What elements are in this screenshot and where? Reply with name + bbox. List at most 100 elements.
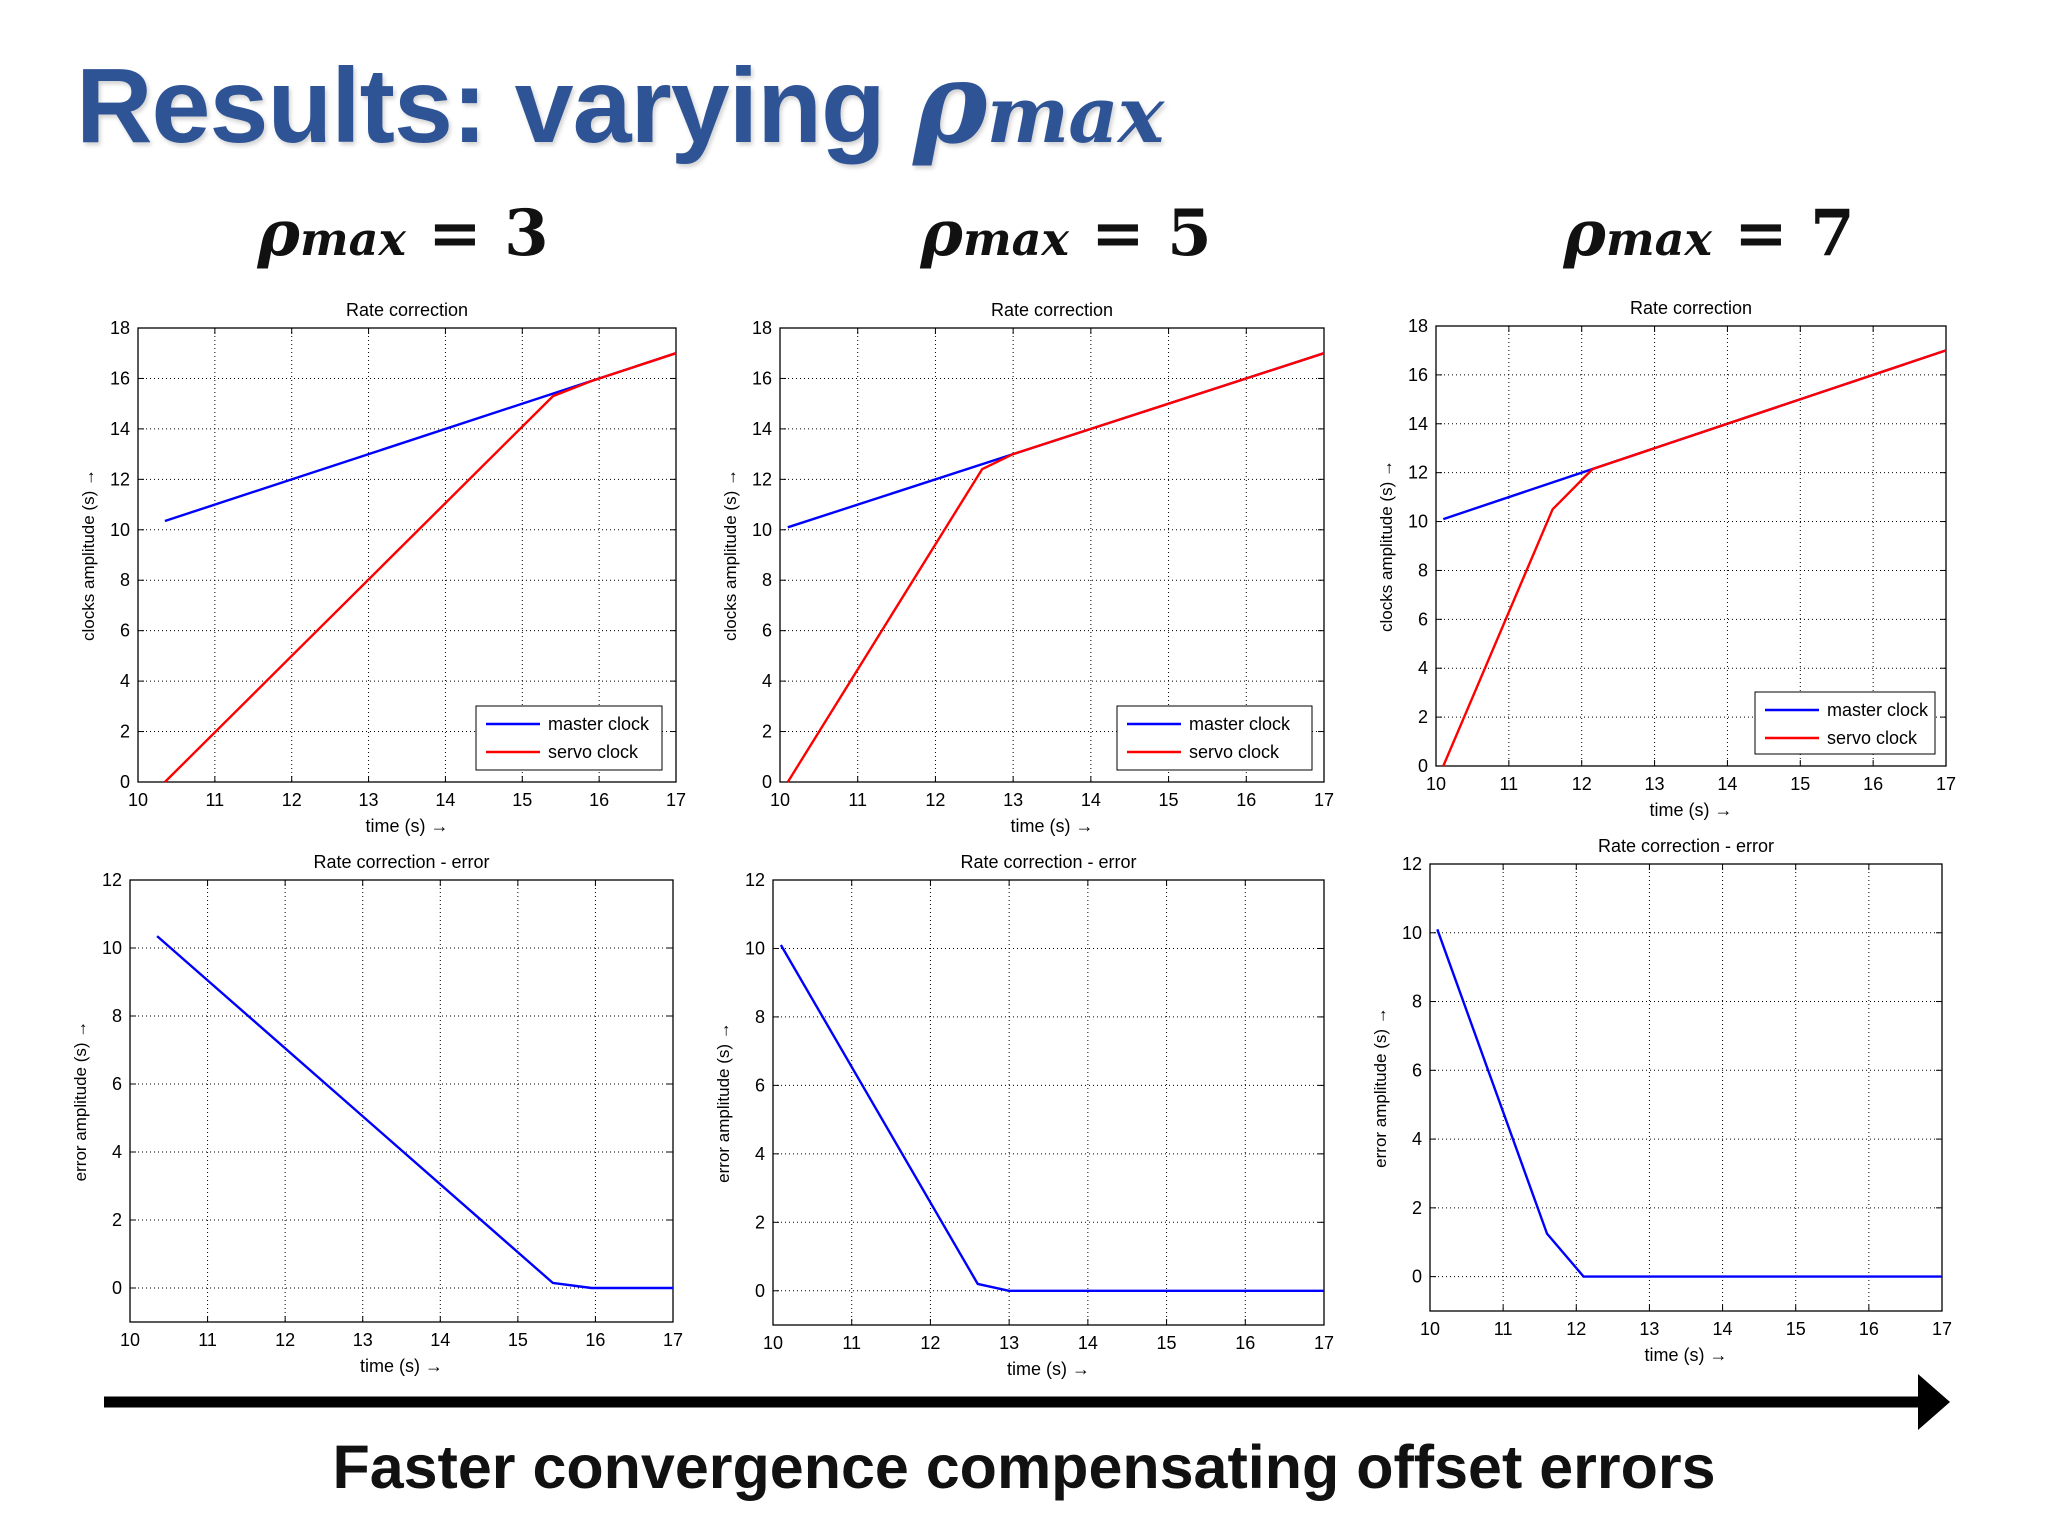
servo-clock-line [1442,349,1947,767]
y-tick-label: 2 [112,1210,122,1230]
y-tick-label: 8 [755,1007,765,1027]
y-tick-label: 18 [1408,316,1428,336]
x-tick-label: 13 [1639,1319,1659,1339]
x-tick-label: 12 [282,790,302,810]
rho-value: = 3 [405,196,549,271]
rho-symbol: ρ [913,38,987,169]
y-tick-label: 0 [1418,756,1428,776]
x-tick-label: 10 [1420,1319,1440,1339]
x-tick-label: 14 [1713,1319,1733,1339]
y-tick-label: 4 [120,671,130,691]
y-tick-label: 12 [752,469,772,489]
plot-frame [1429,863,1943,1312]
y-tick-label: 10 [110,520,130,540]
x-tick-label: 11 [206,790,225,810]
legend-label: servo clock [548,742,639,762]
rho-subscript: max [986,70,1165,161]
y-tick-label: 10 [745,938,765,958]
y-tick-label: 4 [755,1144,765,1164]
slide-title-text: Results: varying [76,47,914,165]
x-tick-label: 10 [128,790,148,810]
y-tick-label: 6 [120,621,130,641]
column-heading-rho-7: ρmax = 7 [1509,196,1909,271]
x-tick-label: 14 [1081,790,1101,810]
x-tick-label: 14 [1078,1333,1098,1353]
chart-title: Rate correction - error [1598,836,1774,856]
y-tick-label: 12 [1402,854,1422,874]
y-tick-label: 4 [1418,658,1428,678]
x-axis-label: time (s) → [1645,1345,1728,1365]
y-tick-label: 12 [745,870,765,890]
x-tick-label: 12 [920,1333,940,1353]
rho-subscript: max [1605,212,1712,266]
error-line [1436,928,1942,1278]
y-tick-label: 10 [1402,923,1422,943]
legend-box [1754,691,1936,755]
x-axis-label: time (s) → [1011,816,1094,836]
x-tick-label: 16 [585,1330,605,1350]
x-tick-label: 16 [1236,790,1256,810]
x-axis-label: time (s) → [1650,800,1733,820]
plot-frame [129,879,674,1323]
x-tick-label: 15 [1790,774,1810,794]
x-tick-label: 13 [999,1333,1019,1353]
y-tick-label: 12 [102,870,122,890]
rho-symbol: ρ [920,196,963,271]
y-tick-label: 0 [755,1281,765,1301]
y-tick-label: 16 [110,368,130,388]
y-tick-label: 6 [1418,609,1428,629]
legend-box [475,705,663,771]
rho-symbol: ρ [257,196,300,271]
x-tick-label: 12 [1566,1319,1586,1339]
rho-value: = 7 [1711,196,1855,271]
x-tick-label: 17 [1314,1333,1334,1353]
chart-title: Rate correction - error [960,852,1136,872]
x-tick-label: 11 [842,1333,861,1353]
x-tick-label: 13 [1003,790,1023,810]
x-tick-label: 17 [663,1330,683,1350]
x-axis-label: time (s) → [366,816,449,836]
x-tick-label: 17 [1314,790,1334,810]
y-tick-label: 14 [752,419,772,439]
x-tick-label: 11 [198,1330,217,1350]
y-tick-label: 10 [752,520,772,540]
x-tick-label: 16 [589,790,609,810]
y-axis-label: error amplitude (s) → [1371,1007,1390,1168]
y-tick-label: 0 [112,1278,122,1298]
x-tick-label: 15 [1786,1319,1806,1339]
y-tick-label: 6 [1412,1060,1422,1080]
servo-clock-line [786,352,1325,783]
error-line [779,944,1324,1293]
legend-label: master clock [1827,700,1929,720]
y-tick-label: 14 [1408,414,1428,434]
legend-label: master clock [548,714,650,734]
y-tick-label: 14 [110,419,130,439]
y-tick-label: 2 [762,722,772,742]
plot-frame [772,879,1325,1326]
plot-frame [137,327,677,783]
rho-symbol: ρ [1563,196,1606,271]
plot-frame [779,327,1325,783]
servo-clock-line [164,352,677,783]
rho-subscript: max [299,212,406,266]
x-tick-label: 10 [770,790,790,810]
y-tick-label: 6 [762,621,772,641]
y-axis-label: error amplitude (s) → [714,1022,733,1183]
x-tick-label: 13 [1645,774,1665,794]
y-tick-label: 2 [120,722,130,742]
x-tick-label: 16 [1235,1333,1255,1353]
x-tick-label: 10 [1426,774,1446,794]
x-axis-label: time (s) → [360,1356,443,1376]
rho-subscript: max [962,212,1069,266]
legend-label: servo clock [1827,728,1918,748]
y-tick-label: 8 [1418,560,1428,580]
x-tick-label: 14 [435,790,455,810]
x-tick-label: 10 [120,1330,140,1350]
x-tick-label: 12 [1572,774,1592,794]
y-tick-label: 6 [112,1074,122,1094]
y-tick-label: 8 [1412,992,1422,1012]
y-tick-label: 12 [110,469,130,489]
legend-label: servo clock [1189,742,1280,762]
y-tick-label: 10 [1408,512,1428,532]
x-tick-label: 14 [1717,774,1737,794]
